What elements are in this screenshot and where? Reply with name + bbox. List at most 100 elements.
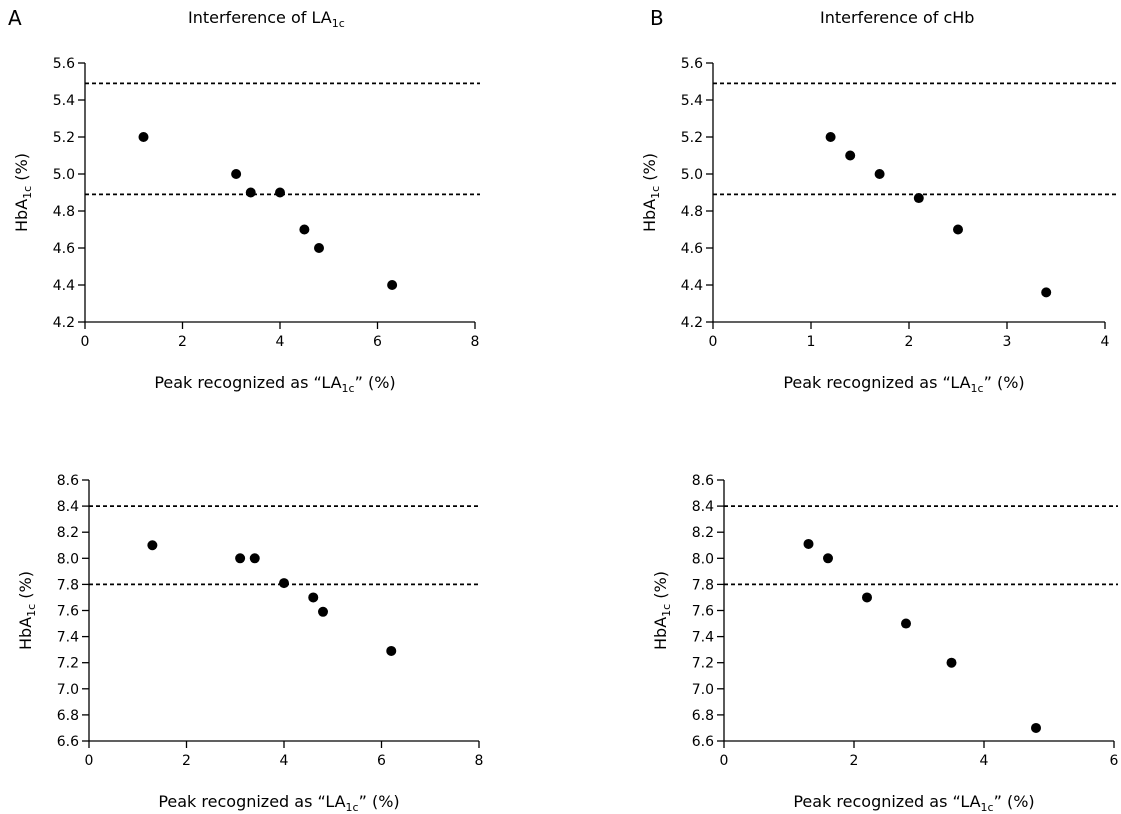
data-point xyxy=(913,193,924,204)
data-point xyxy=(387,280,398,290)
data-point xyxy=(308,592,319,603)
data-point xyxy=(249,553,260,564)
x-tick-label: 8 xyxy=(471,334,480,350)
y-tick-label: 4.6 xyxy=(681,241,703,257)
panel-a-title-subscript: 1c xyxy=(331,17,345,31)
data-point xyxy=(946,657,957,668)
y-tick-label: 7.4 xyxy=(57,630,79,646)
y-axis-label: HbA1c (%) xyxy=(640,153,662,232)
y-tick-label: 8.6 xyxy=(692,473,714,489)
y-tick-label: 4.4 xyxy=(681,278,703,294)
x-axis-label: Peak recognized as “LA1c” (%) xyxy=(154,373,395,395)
x-tick-label: 6 xyxy=(1110,753,1119,769)
x-tick-label: 6 xyxy=(377,753,386,769)
x-tick-label: 4 xyxy=(1101,334,1110,350)
data-point xyxy=(823,553,833,564)
y-tick-label: 6.8 xyxy=(57,708,79,724)
x-tick-label: 4 xyxy=(276,334,285,350)
y-tick-label: 6.6 xyxy=(57,734,79,750)
x-tick-label: 2 xyxy=(905,334,914,350)
panel-b-label: B xyxy=(650,6,664,30)
data-point xyxy=(862,592,872,603)
panel-a-label: A xyxy=(8,6,22,30)
chart-panel-3: 6.6 6.8 7.0 7.2 7.4 7.6 7.8 8.0 8.2 8.4 8.6 0 2 4 6 8 Pe… xyxy=(16,473,483,814)
panel-b-title: Interference of cHb xyxy=(820,8,974,30)
data-point xyxy=(803,538,814,549)
data-point xyxy=(279,578,289,589)
data-point xyxy=(138,132,149,142)
chart-panel-1: 4.2 4.4 4.6 4.8 5.0 5.2 5.4 5.6 0 2 4 6 8 Peak recogn… xyxy=(12,56,480,395)
y-tick-label: 7.6 xyxy=(692,604,714,620)
y-tick-label: 6.6 xyxy=(692,734,714,750)
x-axis-label: Peak recognized as “LA1c” (%) xyxy=(793,792,1034,814)
y-tick-label: 7.8 xyxy=(57,577,79,593)
y-tick-label: 7.6 xyxy=(57,604,79,620)
y-tick-label: 4.8 xyxy=(53,204,75,220)
data-point xyxy=(235,553,246,564)
data-point xyxy=(314,243,324,253)
y-tick-label: 8.4 xyxy=(57,499,79,515)
panel-a-title: Interference of LA1c xyxy=(188,8,345,30)
x-tick-label: 0 xyxy=(720,753,729,769)
data-point xyxy=(845,150,856,161)
y-tick-label: 5.2 xyxy=(53,130,75,146)
y-axis-label: HbA1c (%) xyxy=(16,571,38,650)
y-tick-label: 4.6 xyxy=(53,241,75,257)
x-tick-label: 1 xyxy=(807,334,816,350)
y-tick-label: 8.0 xyxy=(57,551,79,567)
y-tick-label: 5.2 xyxy=(681,130,703,146)
data-point xyxy=(1031,722,1041,733)
x-tick-label: 2 xyxy=(182,753,191,769)
x-tick-label: 0 xyxy=(81,334,90,350)
data-point xyxy=(147,540,158,551)
data-point xyxy=(1041,287,1052,298)
data-point xyxy=(231,169,242,179)
x-axis-label: Peak recognized as “LA1c” (%) xyxy=(158,792,399,814)
y-tick-label: 5.6 xyxy=(53,56,75,72)
y-axis-label: HbA1c (%) xyxy=(651,571,673,650)
x-tick-label: 2 xyxy=(850,753,859,769)
x-tick-label: 6 xyxy=(373,334,382,350)
y-tick-label: 7.2 xyxy=(57,656,79,672)
y-tick-label: 5.6 xyxy=(681,56,703,72)
data-point xyxy=(901,618,911,629)
y-tick-label: 7.0 xyxy=(692,682,714,698)
y-tick-label: 5.0 xyxy=(53,167,75,183)
data-point xyxy=(245,187,256,198)
y-tick-label: 8.4 xyxy=(692,499,714,515)
y-tick-label: 4.4 xyxy=(53,278,75,294)
chart-panel-2: 4.2 4.4 4.6 4.8 5.0 5.2 5.4 5.6 0 1 2 3 4 Peak recogn… xyxy=(640,56,1118,395)
y-tick-label: 8.6 xyxy=(57,473,79,489)
chart-panel-4: 6.6 6.8 7.0 7.2 7.4 7.6 7.8 8.0 8.2 8.4 8.6 0 2 4 6 Pea… xyxy=(651,473,1119,814)
x-tick-label: 0 xyxy=(709,334,718,350)
x-axis-label: Peak recognized as “LA1c” (%) xyxy=(783,373,1024,395)
y-tick-label: 8.2 xyxy=(57,525,79,541)
y-tick-label: 7.2 xyxy=(692,656,714,672)
x-tick-label: 2 xyxy=(178,334,187,350)
y-tick-label: 5.0 xyxy=(681,167,703,183)
y-tick-label: 8.2 xyxy=(692,525,714,541)
data-point xyxy=(825,132,836,142)
x-tick-label: 4 xyxy=(280,753,289,769)
y-tick-label: 8.0 xyxy=(692,551,714,567)
y-tick-label: 5.4 xyxy=(681,93,703,109)
x-tick-label: 8 xyxy=(475,753,484,769)
data-point xyxy=(318,606,328,617)
data-point xyxy=(953,224,963,235)
y-tick-label: 7.4 xyxy=(692,630,714,646)
data-point xyxy=(874,169,885,179)
y-tick-label: 5.4 xyxy=(53,93,75,109)
x-tick-label: 3 xyxy=(1003,334,1012,350)
x-tick-label: 0 xyxy=(85,753,94,769)
y-tick-label: 4.8 xyxy=(681,204,703,220)
data-point xyxy=(275,187,285,198)
data-point xyxy=(386,645,397,656)
x-tick-label: 4 xyxy=(980,753,989,769)
y-tick-label: 6.8 xyxy=(692,708,714,724)
y-tick-label: 4.2 xyxy=(681,315,703,331)
y-tick-label: 7.8 xyxy=(692,577,714,593)
data-point xyxy=(299,224,310,235)
panel-a-title-text: Interference of LA xyxy=(188,8,332,27)
